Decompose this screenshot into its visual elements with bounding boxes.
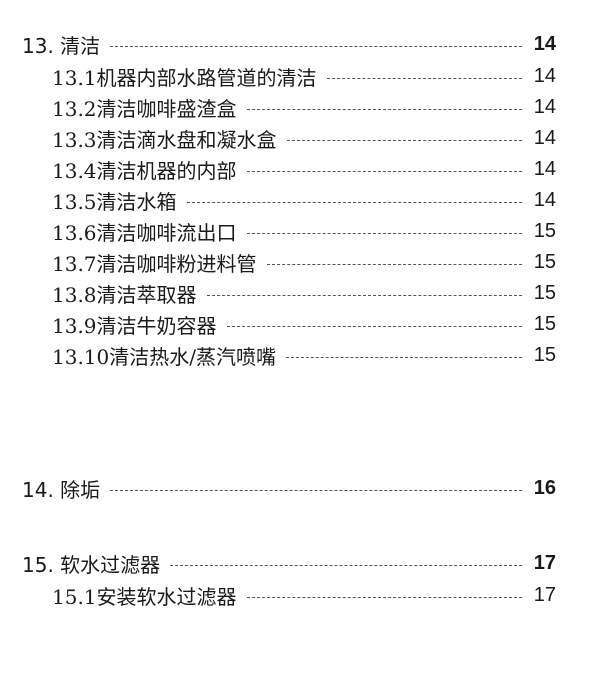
dot-leader bbox=[246, 596, 522, 598]
toc-page-number: 15 bbox=[533, 250, 556, 273]
toc-entry[interactable]: 13.6清洁咖啡流出口 15 bbox=[52, 216, 556, 246]
dot-leader bbox=[286, 139, 522, 141]
toc-page-number: 15 bbox=[533, 219, 556, 242]
toc-page-number: 16 bbox=[533, 476, 556, 499]
dot-leader bbox=[266, 263, 522, 265]
toc-page-number: 14 bbox=[533, 95, 556, 118]
toc-entry[interactable]: 13.7清洁咖啡粉进料管 15 bbox=[52, 247, 556, 277]
toc-entry[interactable]: 13.9清洁牛奶容器 15 bbox=[52, 309, 556, 339]
toc-page-number: 14 bbox=[533, 32, 556, 55]
toc-page-number: 15 bbox=[533, 343, 556, 366]
dot-leader bbox=[286, 356, 522, 358]
toc-entry[interactable]: 15. 软水过滤器 17 bbox=[22, 548, 556, 578]
toc-entry[interactable]: 13.5清洁水箱 14 bbox=[52, 185, 556, 215]
toc-entry[interactable]: 13.2清洁咖啡盛渣盒 14 bbox=[52, 92, 556, 122]
toc-page-number: 15 bbox=[533, 312, 556, 335]
toc-page-number: 17 bbox=[533, 583, 556, 606]
toc-page-number: 14 bbox=[533, 64, 556, 87]
dot-leader bbox=[206, 294, 522, 296]
dot-leader bbox=[246, 232, 522, 234]
toc-entry[interactable]: 13.10清洁热水/蒸汽喷嘴 15 bbox=[52, 340, 556, 370]
toc-page-number: 14 bbox=[533, 157, 556, 180]
dot-leader bbox=[186, 201, 522, 203]
dot-leader bbox=[326, 77, 522, 79]
toc-label: 13.1机器内部水路管道的清洁 bbox=[52, 65, 317, 90]
toc-page-number: 14 bbox=[533, 188, 556, 211]
toc-page-number: 14 bbox=[533, 126, 556, 149]
dot-leader bbox=[246, 170, 522, 172]
toc-entry[interactable]: 13. 清洁 14 bbox=[22, 29, 556, 59]
toc-label: 13.7清洁咖啡粉进料管 bbox=[52, 251, 257, 276]
toc-entry[interactable]: 13.8清洁萃取器 15 bbox=[52, 278, 556, 308]
toc-label: 13.5清洁水箱 bbox=[52, 189, 177, 214]
dot-leader bbox=[226, 325, 522, 327]
toc-label: 15.1安装软水过滤器 bbox=[52, 584, 237, 609]
toc-entry[interactable]: 13.1机器内部水路管道的清洁 14 bbox=[52, 61, 556, 91]
toc-label: 13.8清洁萃取器 bbox=[52, 282, 197, 307]
dot-leader bbox=[110, 45, 522, 47]
dot-leader bbox=[110, 489, 522, 491]
toc-entry[interactable]: 14. 除垢 16 bbox=[22, 473, 556, 503]
toc-entry[interactable]: 13.4清洁机器的内部 14 bbox=[52, 154, 556, 184]
toc-label: 13.4清洁机器的内部 bbox=[52, 158, 237, 183]
toc-label: 13.2清洁咖啡盛渣盒 bbox=[52, 96, 237, 121]
toc-label: 13. 清洁 bbox=[22, 33, 101, 58]
toc-entry[interactable]: 13.3清洁滴水盘和凝水盒 14 bbox=[52, 123, 556, 153]
toc-label: 13.3清洁滴水盘和凝水盒 bbox=[52, 127, 277, 152]
toc-label: 14. 除垢 bbox=[22, 477, 101, 502]
toc-label: 13.9清洁牛奶容器 bbox=[52, 313, 217, 338]
toc-label: 13.10清洁热水/蒸汽喷嘴 bbox=[52, 344, 276, 369]
toc-label: 13.6清洁咖啡流出口 bbox=[52, 220, 237, 245]
toc-page-number: 17 bbox=[533, 551, 556, 574]
toc-label: 15. 软水过滤器 bbox=[22, 552, 161, 577]
toc-entry[interactable]: 15.1安装软水过滤器 17 bbox=[52, 580, 556, 610]
dot-leader bbox=[170, 564, 522, 566]
dot-leader bbox=[246, 108, 522, 110]
toc-page-number: 15 bbox=[533, 281, 556, 304]
